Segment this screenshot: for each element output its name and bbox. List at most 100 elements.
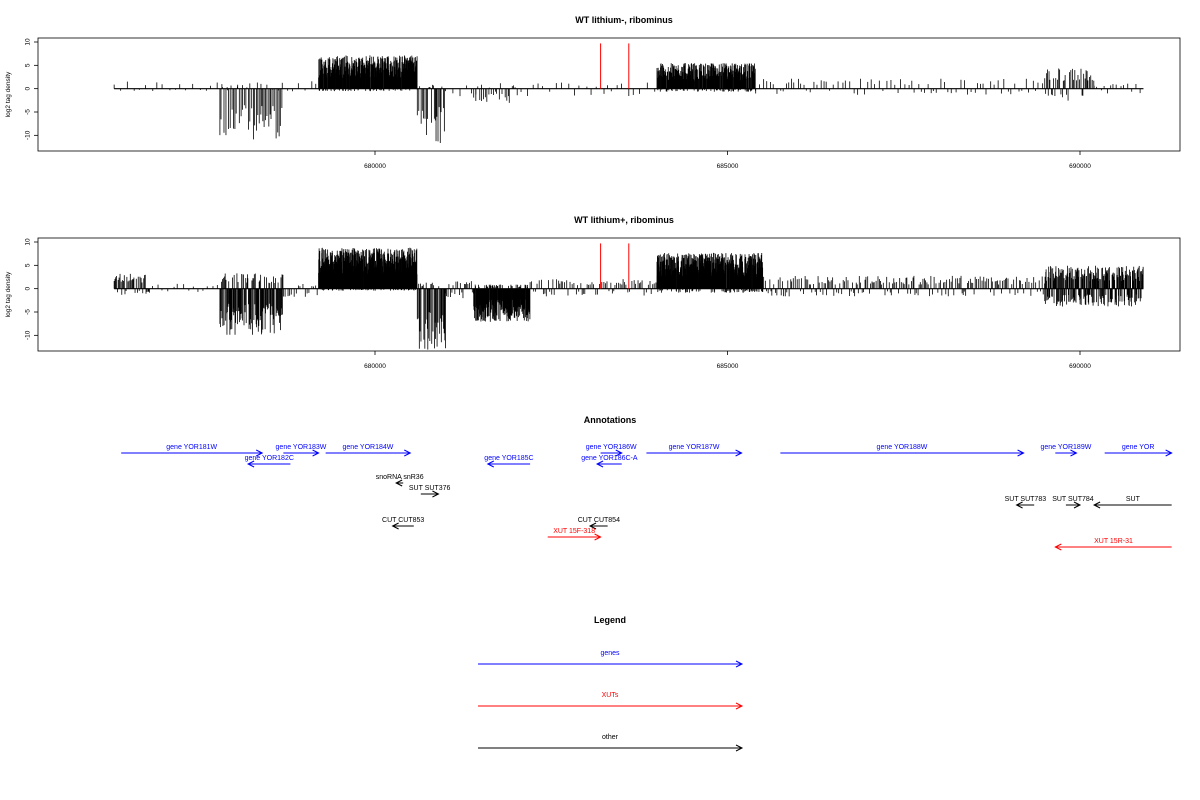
legend: Legend genes XUTs other [478,615,744,752]
annotation-arrow [780,449,1025,457]
y-tick-label: -10 [25,130,32,140]
annotation-arrow [595,460,622,468]
annotation-arrow [283,449,320,457]
y-tick-label: -5 [25,109,32,115]
density-bars [113,55,1141,143]
panel-title: WT lithium-, ribominus [575,15,673,25]
annotation-arrow [646,449,743,457]
arrow-head [735,702,744,710]
x-tick-label: 680000 [364,163,386,170]
arrow-head [391,522,399,530]
annotation-label: gene YOR183W [276,444,327,451]
panel-title: WT lithium+, ribominus [574,215,674,225]
plot-frame [37,37,1181,152]
annotations-track: Annotations gene YOR181W gene YOR182C gene … [121,415,1173,551]
legend-label: genes [600,650,620,657]
arrow-head [395,479,403,487]
arrow-head [735,449,743,457]
annotation-label: gene YOR188W [877,444,928,451]
y-axis-label: log2 tag density [5,271,12,317]
annotation-label: SUT SUT783 [1005,496,1047,503]
arrow-head [432,490,440,498]
x-tick-label: 685000 [717,363,739,370]
y-tick-label: 5 [25,263,32,267]
arrow-head [1165,449,1173,457]
arrow-head [1054,543,1062,551]
density-panel-lithium-plus: WT lithium+, ribominus 10 5 0 -5 -10 log2 tag … [5,215,1181,370]
arrow-head [1017,449,1025,457]
annotation-label: gene YOR182C [245,455,294,462]
annotation-arrow [478,660,744,668]
y-tick-label: -10 [25,330,32,340]
annotation-arrow [1092,501,1172,509]
annotation-label: XUT 15F-318 [553,528,595,535]
y-tick-label: 5 [25,63,32,67]
arrow-head [1092,501,1101,509]
annotation-label: CUT CUT854 [578,517,620,524]
y-tick-label: 0 [25,286,32,290]
annotation-arrow [420,490,440,498]
arrow-head [486,460,495,468]
y-axis-label: log2 tag density [5,71,12,117]
y-tick-label: 10 [25,38,32,46]
arrow-head [735,744,744,752]
arrow-head [404,449,412,457]
legend-label: XUTs [602,692,619,699]
arrow-head [735,660,744,668]
annotation-arrow [391,522,414,530]
annotation-arrow [1104,449,1173,457]
density-panel-lithium-minus: WT lithium-, ribominus 10 5 0 -5 -10 log2 tag … [5,15,1181,170]
arrow-head [615,449,623,457]
annotation-label: snoRNA snR36 [376,474,424,481]
arrow-head [594,533,602,541]
y-tick-label: -5 [25,309,32,315]
annotation-label: gene YOR184W [343,444,394,451]
annotation-arrow [1015,501,1035,509]
annotation-arrow [1055,449,1078,457]
annotation-label: gene YOR185C [484,455,533,462]
annotation-label: gene YOR [1122,444,1155,451]
annotation-arrow [246,460,291,468]
annotation-arrow [478,744,744,752]
arrow-head [255,449,264,457]
arrow-head [1070,449,1078,457]
arrow-head [1015,501,1023,509]
legend-title: Legend [594,615,626,625]
x-tick-label: 690000 [1069,163,1091,170]
annotation-label: SUT [1126,496,1141,503]
y-tick-label: 10 [25,238,32,246]
plot-frame [37,237,1181,352]
arrow-head [1073,501,1082,509]
annotation-arrow [547,533,602,541]
annotation-label: SUT SUT376 [409,485,451,492]
annotation-arrow [1065,501,1082,509]
annotation-label: gene YOR186C-A [581,455,638,462]
density-bars [113,247,1144,350]
arrow-head [312,449,320,457]
arrow-head [246,460,255,468]
annotation-label: gene YOR189W [1040,444,1091,451]
annotation-arrow [121,449,264,457]
annotation-arrow [1054,543,1172,551]
annotation-label: XUT 15R-31 [1094,538,1133,545]
annotation-arrow [600,449,623,457]
annotation-label: CUT CUT853 [382,517,424,524]
annotation-label: gene YOR186W [586,444,637,451]
annotation-arrow [486,460,531,468]
x-tick-label: 690000 [1069,363,1091,370]
annotation-label: SUT SUT784 [1052,496,1094,503]
annotation-label: gene YOR181W [166,444,217,451]
y-tick-label: 0 [25,86,32,90]
annotation-label: gene YOR187W [669,444,720,451]
annotation-arrow [325,449,412,457]
annotation-arrow [478,702,744,710]
annotations-title: Annotations [584,415,637,425]
annotation-arrow [588,522,608,530]
x-tick-label: 680000 [364,363,386,370]
x-tick-label: 685000 [717,163,739,170]
legend-label: other [602,734,619,741]
annotation-arrow [395,479,404,487]
arrow-head [588,522,597,530]
arrow-head [595,460,604,468]
